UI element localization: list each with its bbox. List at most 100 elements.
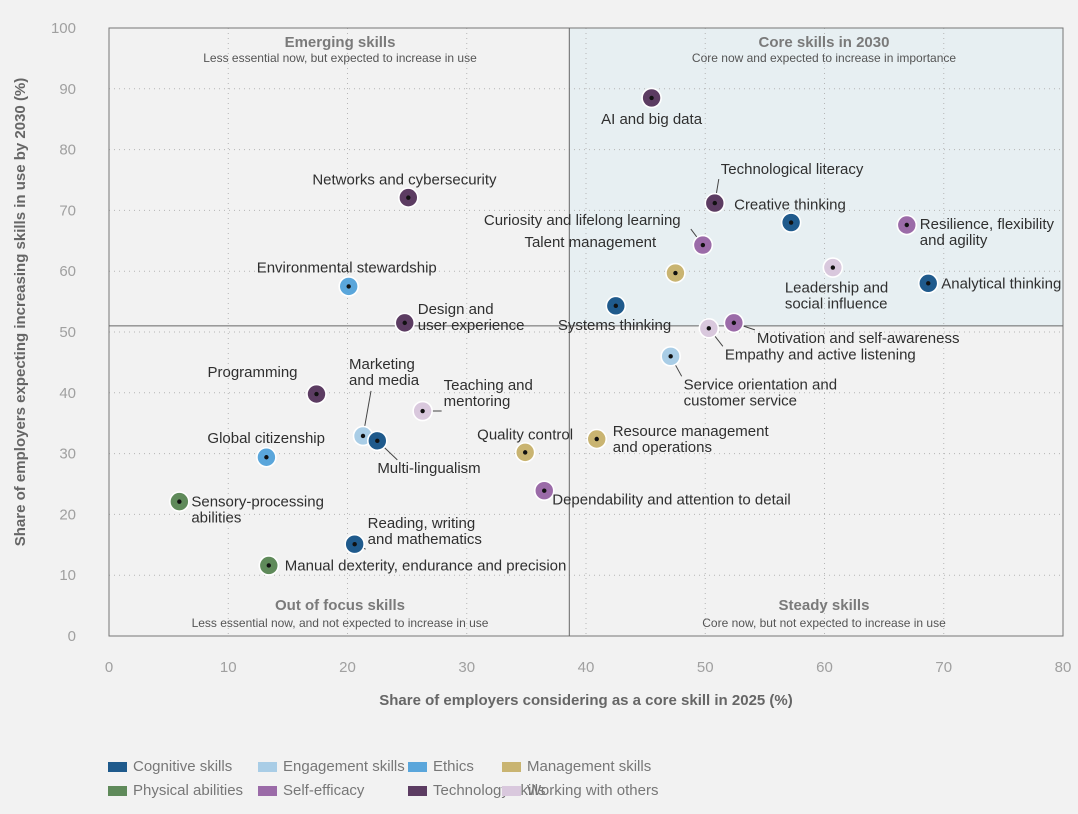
x-tick-label: 80: [1055, 659, 1072, 676]
legend-swatch: [408, 785, 427, 796]
legend-item: Engagement skills: [258, 758, 408, 775]
data-point-center: [788, 220, 794, 225]
point-label: Networks and cybersecurity: [312, 172, 497, 189]
legend-item: Physical abilities: [108, 782, 258, 799]
point-label-line: social influence: [785, 296, 888, 313]
data-point-center: [668, 354, 673, 359]
data-point-center: [522, 450, 528, 455]
quadrant-core-subtitle: Core now and expected to increase in imp…: [692, 51, 956, 65]
y-tick-label: 70: [59, 202, 76, 219]
data-point-center: [673, 270, 678, 276]
legend-swatch: [502, 761, 521, 772]
data-point-center: [594, 436, 599, 442]
data-point-center: [314, 391, 319, 397]
point-label: AI and big data: [601, 111, 703, 128]
x-tick-label: 40: [578, 659, 595, 676]
x-tick-label: 50: [697, 659, 714, 676]
point-label: Environmental stewardship: [257, 259, 437, 276]
point-label: Sensory-processing abilities: [191, 494, 324, 527]
legend-label: Ethics: [433, 758, 474, 775]
data-point-center: [712, 200, 717, 206]
quadrant-emerging-title: Emerging skills: [285, 34, 396, 51]
data-point-center: [542, 488, 547, 493]
legend-item: Working with others: [502, 782, 658, 799]
point-label-line: Networks and cybersecurity: [312, 172, 497, 189]
point-label-line: Quality control: [477, 426, 573, 443]
legend-label: Management skills: [527, 758, 652, 775]
legend-label: Self-efficacy: [283, 782, 365, 799]
point-label-line: Design and: [418, 301, 494, 318]
legend-item: Self-efficacy: [258, 782, 408, 799]
point-label: Resource management and operations: [613, 423, 770, 456]
data-point-center: [613, 303, 619, 309]
y-axis-title: Share of employers expecting increasing …: [12, 78, 29, 547]
data-point-center: [346, 284, 351, 289]
point-label-line: Resource management: [613, 423, 770, 440]
point-label: Creative thinking: [734, 197, 846, 214]
point-label: Global citizenship: [207, 430, 325, 447]
x-tick-label: 10: [220, 659, 237, 676]
point-label-line: user experience: [418, 317, 525, 334]
legend-item: Management skills: [502, 758, 652, 775]
point-label-line: Multi-lingualism: [377, 460, 480, 477]
legend-swatch: [258, 761, 277, 772]
legend-swatch: [258, 785, 277, 796]
quadrant-out-of-focus-title: Out of focus skills: [275, 597, 405, 614]
x-tick-label: 30: [458, 659, 475, 676]
point-label-line: Systems thinking: [558, 317, 671, 334]
point-label-line: Dependability and attention to detail: [552, 492, 791, 509]
point-label-line: Curiosity and lifelong learning: [484, 212, 681, 229]
y-tick-label: 90: [59, 81, 76, 98]
point-label-line: Motivation and self-awareness: [757, 330, 960, 347]
point-label-line: abilities: [191, 510, 241, 527]
point-label: Multi-lingualism: [377, 460, 480, 477]
point-label-line: Teaching and: [444, 377, 533, 394]
legend-item: Cognitive skills: [108, 758, 258, 775]
data-point-center: [700, 242, 706, 248]
point-label: Design and user experience: [418, 301, 525, 334]
legend-swatch: [108, 785, 127, 796]
legend-swatch: [408, 761, 427, 772]
point-label-line: Marketing: [349, 356, 415, 373]
data-point-center: [375, 438, 380, 444]
point-label-line: and agility: [920, 232, 988, 249]
data-point-center: [830, 265, 836, 270]
y-tick-label: 100: [51, 20, 76, 37]
data-point-center: [926, 281, 931, 286]
data-point-center: [706, 326, 712, 331]
point-label-line: Talent management: [524, 234, 657, 251]
data-point-center: [731, 320, 737, 326]
point-label-line: customer service: [684, 392, 797, 409]
y-tick-label: 0: [68, 628, 76, 645]
point-label: Empathy and active listening: [725, 346, 916, 363]
point-label-line: Service orientation and: [684, 376, 837, 393]
point-label: Systems thinking: [558, 317, 671, 334]
quadrant-steady-subtitle: Core now, but not expected to increase i…: [702, 616, 946, 630]
data-point-center: [649, 95, 654, 101]
data-point-center: [177, 499, 182, 504]
data-point-center: [352, 541, 357, 547]
point-label: Technological literacy: [721, 161, 864, 178]
point-label-line: and operations: [613, 439, 712, 456]
point-label-line: Global citizenship: [207, 430, 325, 447]
data-point-center: [264, 455, 269, 460]
quadrant-out-of-focus-subtitle: Less essential now, and not expected to …: [192, 616, 489, 630]
data-point-center: [402, 320, 407, 326]
point-label-line: Reading, writing: [368, 515, 476, 532]
y-tick-label: 30: [59, 446, 76, 463]
y-tick-label: 50: [59, 324, 76, 341]
legend-swatch: [108, 761, 127, 772]
data-point-center: [420, 408, 425, 414]
quadrant-steady-title: Steady skills: [779, 597, 870, 614]
point-label-line: Creative thinking: [734, 197, 846, 214]
point-label: Service orientation and customer service: [684, 376, 837, 409]
x-tick-label: 0: [105, 659, 113, 676]
plot-frame: [108, 27, 1064, 637]
y-tick-label: 10: [59, 567, 76, 584]
point-label-line: Leadership and: [785, 280, 888, 297]
legend-label: Cognitive skills: [133, 758, 233, 775]
point-label-line: AI and big data: [601, 111, 703, 128]
legend-label: Physical abilities: [133, 782, 244, 799]
x-tick-label: 70: [935, 659, 952, 676]
point-label: Teaching and mentoring: [444, 377, 533, 410]
